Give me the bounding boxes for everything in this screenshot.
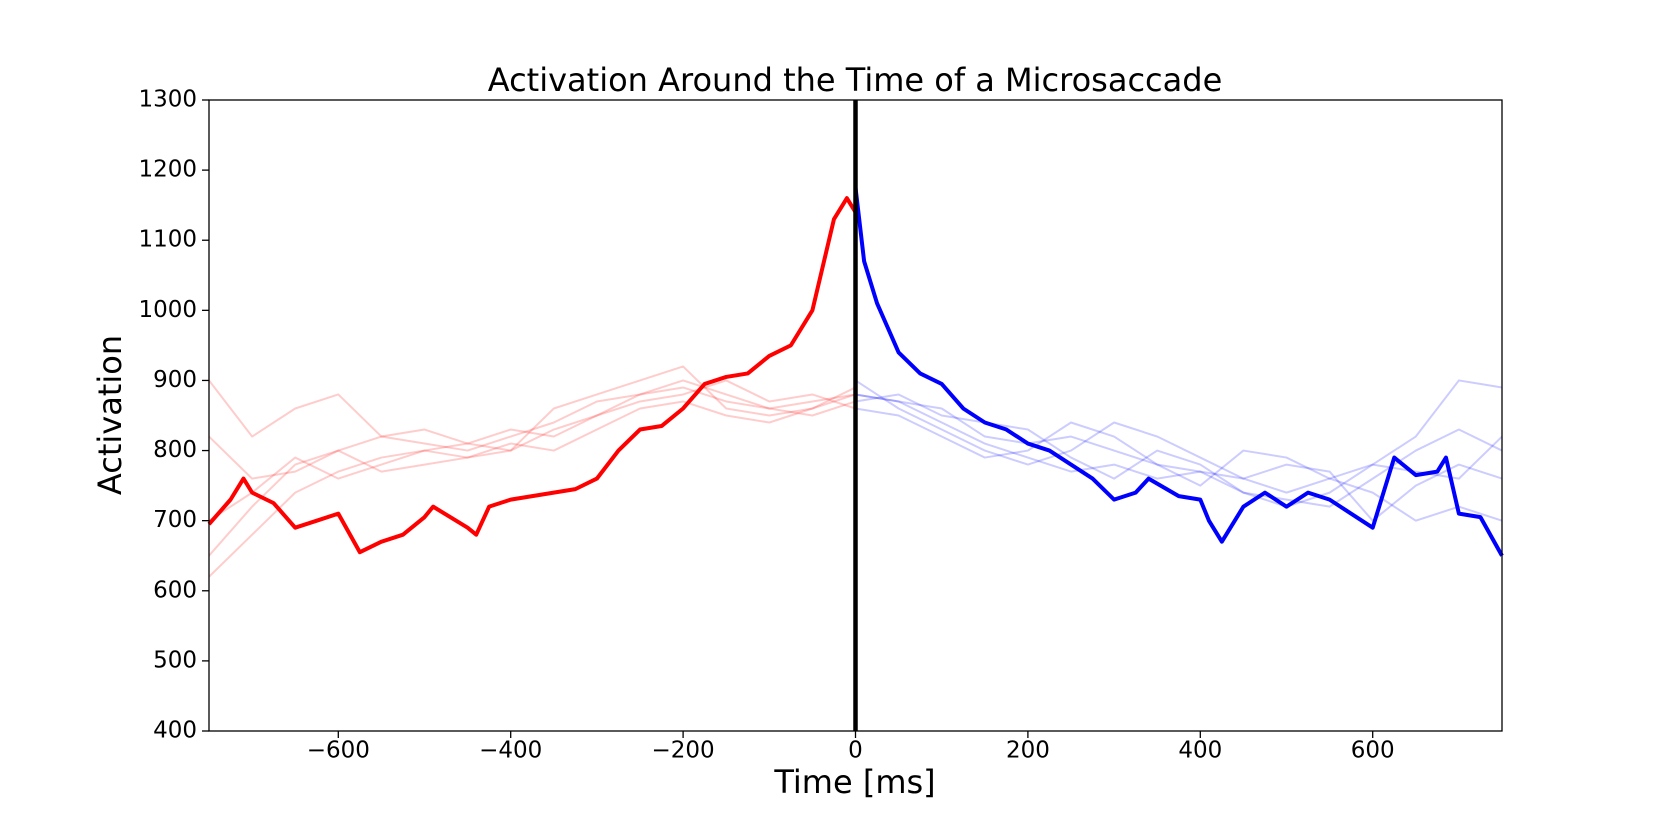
y-tick-label: 800	[153, 437, 197, 463]
y-tick-label: 1200	[138, 157, 197, 183]
series-line	[855, 379, 1503, 494]
series-line	[208, 365, 856, 480]
x-tick-label: 400	[1178, 738, 1222, 764]
plot-frame	[208, 99, 1503, 732]
series-line	[855, 407, 1503, 522]
x-tick-label: −600	[307, 738, 370, 764]
series-line	[855, 393, 1503, 508]
y-tick-label: 1300	[138, 87, 197, 113]
y-tick-label: 1100	[138, 227, 197, 253]
y-tick-label: 1000	[138, 297, 197, 323]
series-line	[208, 393, 856, 578]
y-tick-label: 900	[153, 367, 197, 393]
x-axis-label: Time [ms]	[773, 763, 935, 801]
y-tick-label: 600	[153, 577, 197, 603]
series-line	[208, 379, 856, 522]
x-tick-label: 0	[848, 738, 863, 764]
chart-title: Activation Around the Time of a Microsac…	[488, 61, 1223, 99]
series-line	[208, 379, 856, 557]
series-line	[208, 379, 856, 452]
y-tick-label: 500	[153, 647, 197, 673]
y-tick-label: 400	[153, 718, 197, 744]
series-line	[853, 187, 1504, 557]
x-tick-label: −200	[652, 738, 715, 764]
series-line	[854, 379, 1503, 522]
x-tick-label: 600	[1351, 738, 1395, 764]
series-line	[855, 393, 1503, 508]
y-tick-label: 700	[153, 507, 197, 533]
x-tick-label: 200	[1006, 738, 1050, 764]
series-line	[207, 196, 858, 555]
y-axis-label: Activation	[91, 335, 129, 495]
x-tick-label: −400	[479, 738, 542, 764]
